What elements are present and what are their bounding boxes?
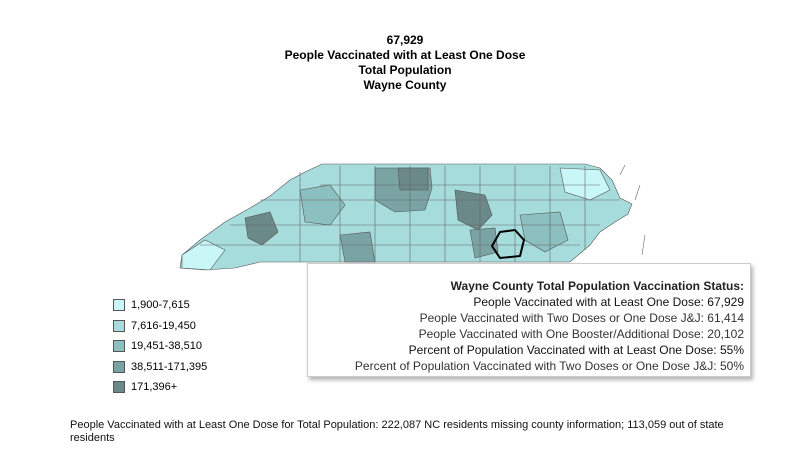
legend-label: 38,511-171,395	[131, 360, 208, 373]
header: 67,929 People Vaccinated with at Least O…	[0, 33, 805, 93]
legend-swatch	[113, 340, 125, 353]
header-county: Wayne County	[363, 78, 447, 92]
coast	[619, 164, 646, 256]
legend-item: 1,900-7,615	[113, 295, 207, 316]
county-lines	[200, 166, 620, 262]
legend-item: 7,616-19,450	[113, 316, 207, 337]
header-measure: People Vaccinated with at Least One Dose	[284, 48, 526, 62]
legend-item: 171,396+	[113, 377, 207, 398]
selected-county[interactable]	[490, 228, 526, 260]
tooltip-row: People Vaccinated with Two Doses or One …	[419, 311, 744, 325]
legend-swatch	[113, 319, 125, 332]
state-shape	[179, 163, 633, 271]
region	[519, 211, 569, 253]
legend-label: 19,451-38,510	[131, 340, 202, 353]
header-value: 67,929	[386, 33, 424, 47]
legend-item: 19,451-38,510	[113, 336, 207, 357]
region	[244, 211, 279, 246]
region	[397, 167, 429, 191]
legend-item: 38,511-171,395	[113, 357, 207, 378]
tooltip: Wayne County Total Population Vaccinatio…	[307, 263, 751, 377]
tooltip-row: People Vaccinated with at Least One Dose…	[473, 295, 744, 309]
legend-label: 1,900-7,615	[131, 299, 190, 312]
legend-swatch	[113, 360, 125, 373]
region	[469, 227, 499, 259]
legend-swatch	[113, 299, 125, 312]
tooltip-row: People Vaccinated with One Booster/Addit…	[418, 327, 744, 341]
footer: People Vaccinated with at Least One Dose…	[70, 419, 724, 444]
region	[181, 239, 226, 271]
legend-swatch	[113, 381, 125, 394]
legend-label: 171,396+	[131, 381, 178, 394]
tooltip-row: Percent of Population Vaccinated with Tw…	[354, 359, 744, 373]
region	[339, 231, 376, 263]
tooltip-title: Wayne County Total Population Vaccinatio…	[450, 279, 744, 293]
legend: 1,900-7,615 7,616-19,450 19,451-38,510 38,5…	[113, 295, 207, 398]
legend-label: 7,616-19,450	[131, 319, 196, 332]
tooltip-row: Percent of Population Vaccinated with at…	[408, 343, 744, 357]
header-population: Total Population	[358, 63, 452, 77]
region	[299, 184, 346, 226]
